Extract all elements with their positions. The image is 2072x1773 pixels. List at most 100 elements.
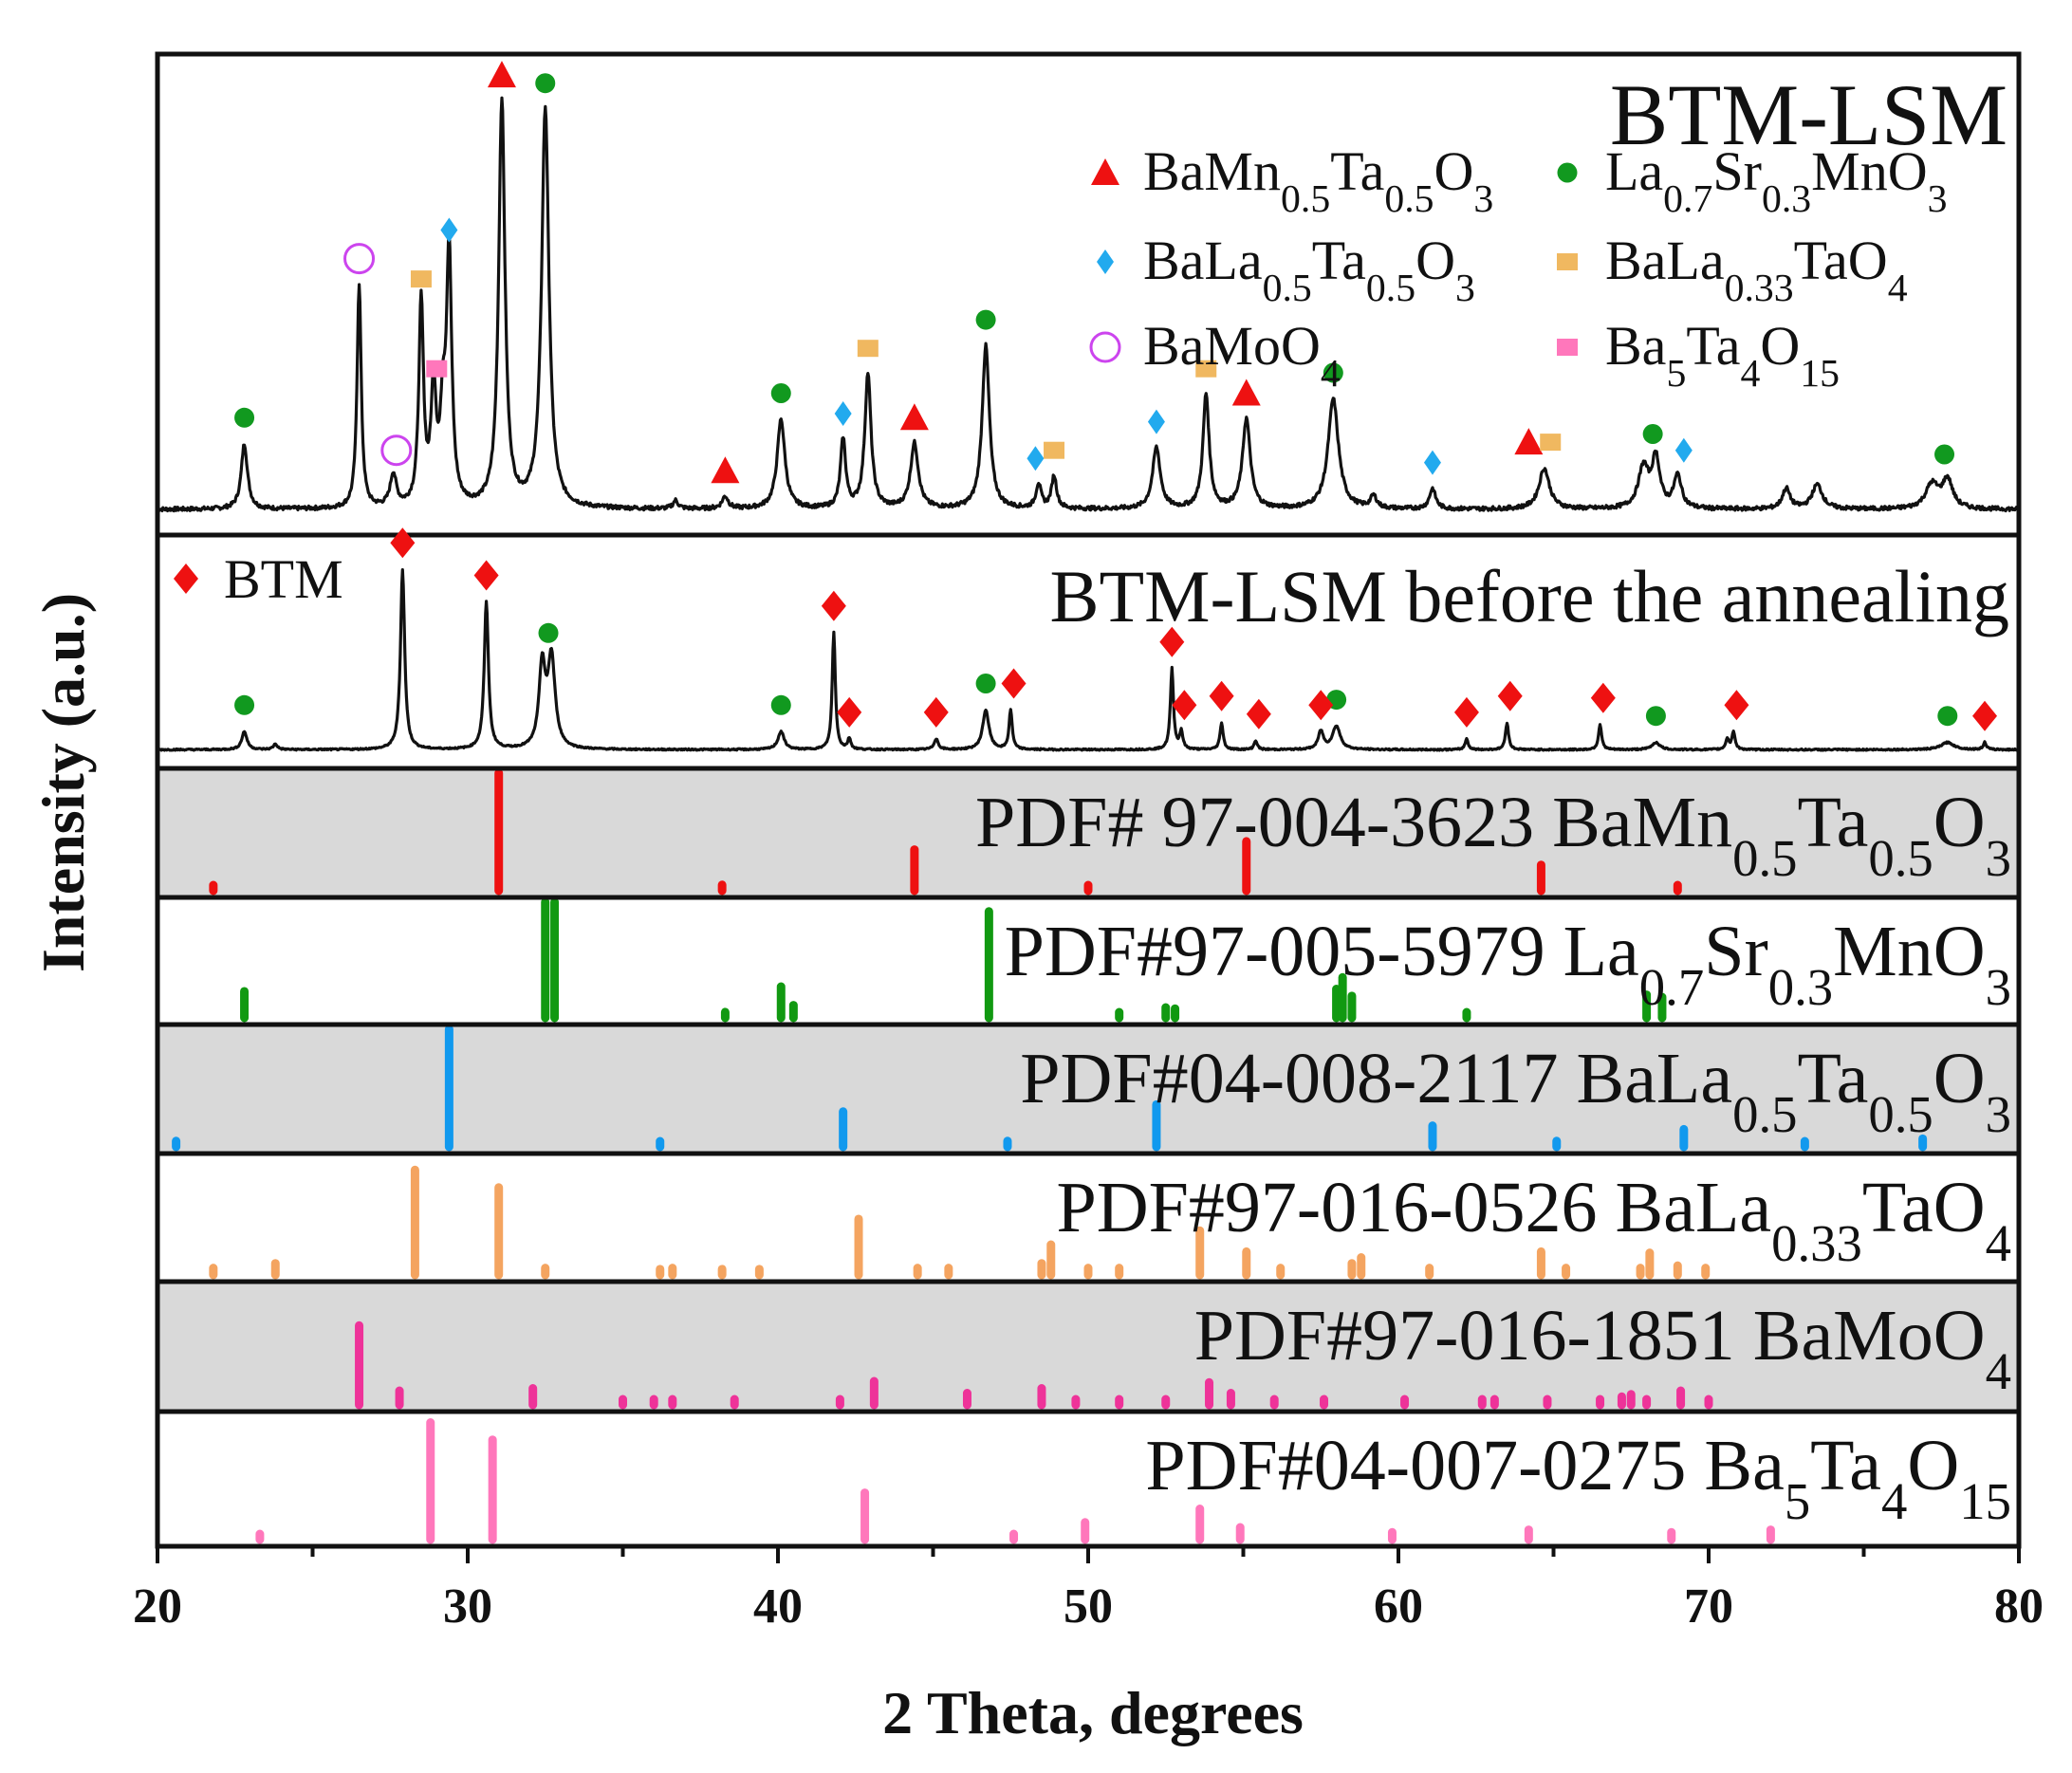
panel-titles-group: PDF# 97-004-3623 BaMn0.5Ta0.5O3PDF#97-00… (975, 66, 2011, 1530)
marker-BaMn0.5Ta0.5O3 (487, 61, 516, 88)
legend-label-part: Ta (1686, 315, 1740, 377)
legend-label-part: 3 (1928, 177, 1948, 221)
marker-BTM (923, 696, 949, 728)
marker-BaMn0.5Ta0.5O3 (711, 456, 740, 484)
panel-title-pdf-97-016-1851-part: PDF#97-016-1851 BaMoO (1194, 1296, 1986, 1376)
marker-BTM (1172, 690, 1197, 721)
panel-title-pdf-04-007-0275-part: 4 (1881, 1472, 1907, 1530)
panel-title-pdf-04-008-2117-part: 3 (1986, 1085, 2011, 1143)
marker-BaLa0.33TaO4 (1195, 360, 1217, 378)
legend-label-part: 4 (1888, 267, 1908, 310)
marker-BTM (1001, 668, 1027, 699)
marker-BTM (1497, 680, 1523, 711)
panel-title-pdf-97-004-3623-part: 0.5 (1868, 829, 1933, 887)
legend-label-part: 5 (1666, 352, 1686, 396)
panel-title-pdf-97-004-3623-part: Ta (1797, 783, 1868, 862)
marker-BaLa0.5Ta0.5O3 (1674, 437, 1693, 463)
panel-title-pdf-97-016-0526-part: 0.33 (1771, 1214, 1862, 1272)
panel-title-pdf-97-004-3623: PDF# 97-004-3623 BaMn0.5Ta0.5O3 (975, 783, 2011, 887)
y-axis-label: Intensity (a.u.) (29, 593, 97, 972)
legend-label-part: 4 (1321, 352, 1341, 396)
marker-BTM (390, 527, 416, 559)
panel-title-pdf-04-008-2117-part: O (1933, 1039, 1986, 1118)
legend-label-part: Ta (1330, 140, 1384, 202)
marker-La0.7Sr0.3MnO3 (1645, 706, 1666, 727)
x-tick-label: 40 (753, 1579, 803, 1634)
panel-btm-lsm-before (157, 567, 2020, 752)
panel-title-pdf-97-016-0526: PDF#97-016-0526 BaLa0.33TaO4 (1057, 1168, 2011, 1272)
panel-pdf-04-008-2117 (157, 1025, 2019, 1154)
x-tick-label: 60 (1374, 1579, 1423, 1634)
legend-label-part: 0.5 (1281, 177, 1330, 221)
panel-title-pdf-04-008-2117: PDF#04-008-2117 BaLa0.5Ta0.5O3 (1020, 1039, 2011, 1143)
legend-label-part: BaLa (1605, 230, 1725, 291)
legend-label: BaMn0.5Ta0.5O3 (1143, 140, 1493, 221)
panel-title-pdf-97-005-5979-part: 0.3 (1768, 958, 1833, 1016)
legend-label: La0.7Sr0.3MnO3 (1605, 140, 1947, 221)
panel-title-pdf-04-007-0275-part: PDF#04-007-0275 Ba (1145, 1426, 1784, 1505)
marker-BTM (1724, 690, 1749, 721)
panel-title-pdf-97-005-5979-part: PDF#97-005-5979 La (1005, 912, 1639, 991)
pattern-line-btm-lsm-before (157, 567, 2020, 752)
legend-label-part: TaO (1794, 230, 1888, 291)
legend-label-part: BaMoO (1143, 315, 1321, 377)
legend-label-part: 3 (1455, 267, 1475, 310)
legend-marker (1557, 253, 1578, 270)
panel-title-btm-lsm: BTM-LSM (1610, 66, 2007, 163)
marker-La0.7Sr0.3MnO3 (234, 694, 255, 715)
marker-BaLa0.5Ta0.5O3 (834, 401, 852, 426)
legend-label-btm: BTM (224, 548, 343, 610)
panel-title-pdf-97-004-3623-part: O (1933, 783, 1986, 862)
marker-La0.7Sr0.3MnO3 (975, 309, 996, 330)
panel-pdf-97-004-3623 (157, 768, 2019, 897)
panel-title-pdf-97-005-5979-part: 3 (1986, 958, 2011, 1016)
legend-label-part: BaMn (1143, 140, 1281, 202)
panel-pdf-97-016-0526 (209, 1165, 1711, 1280)
marker-La0.7Sr0.3MnO3 (1642, 424, 1663, 444)
legend-label-part: Ta (1312, 230, 1366, 291)
legend-marker (1097, 249, 1114, 274)
legend-label-part: O (1415, 230, 1455, 291)
x-tick-label: 30 (443, 1579, 492, 1634)
panel-title-pdf-97-016-0526-part: 4 (1986, 1214, 2011, 1272)
panel-shading (157, 768, 2019, 897)
marker-BaLa0.33TaO4 (1044, 441, 1065, 459)
marker-La0.7Sr0.3MnO3 (234, 407, 255, 428)
panel-title-pdf-04-007-0275-part: 5 (1785, 1472, 1810, 1530)
legend-label: BaMoO4 (1143, 315, 1341, 396)
panel-title-pdf-97-016-1851: PDF#97-016-1851 BaMoO4 (1194, 1296, 2011, 1400)
marker-BTM (821, 590, 846, 621)
legend-label-part: O (1760, 315, 1800, 377)
panel-title-pdf-97-005-5979: PDF#97-005-5979 La0.7Sr0.3MnO3 (1005, 912, 2011, 1016)
panel-pdf-97-016-1851 (157, 1282, 2019, 1412)
legend-label-part: O (1434, 140, 1474, 202)
panel-title-btm-lsm-before: BTM-LSM before the annealing (1049, 555, 2009, 637)
marker-BaMn0.5Ta0.5O3 (1514, 428, 1544, 455)
marker-La0.7Sr0.3MnO3 (538, 622, 559, 643)
marker-BTM (1590, 682, 1616, 713)
legend-marker (1557, 339, 1578, 356)
marker-BTM (1159, 626, 1185, 657)
panels-group (155, 51, 2022, 1549)
panel-title-pdf-97-004-3623-part: PDF# 97-004-3623 BaMn (975, 783, 1732, 862)
legend-label-part: 15 (1800, 352, 1840, 396)
panel-title-pdf-97-004-3623-part: 0.5 (1732, 829, 1797, 887)
marker-BaMoO4 (380, 434, 413, 467)
marker-La0.7Sr0.3MnO3 (1934, 444, 1955, 465)
panel-title-pdf-97-016-0526-part: TaO (1862, 1168, 1986, 1247)
panel-title-pdf-04-007-0275: PDF#04-007-0275 Ba5Ta4O15 (1145, 1426, 2011, 1530)
panel-title-pdf-04-008-2117-part: PDF#04-008-2117 BaLa (1020, 1039, 1732, 1118)
panel-title-pdf-97-005-5979-part: Sr (1704, 912, 1768, 991)
legend-label-part: 0.33 (1725, 267, 1794, 310)
marker-BaLa0.5Ta0.5O3 (1027, 446, 1045, 471)
x-axis-label: 2 Theta, degrees (882, 1679, 1304, 1746)
legend-label-part: 0.5 (1384, 177, 1434, 221)
marker-BaMoO4 (343, 243, 376, 275)
panel-title-pdf-04-008-2117-part: Ta (1797, 1039, 1868, 1118)
marker-La0.7Sr0.3MnO3 (975, 674, 996, 693)
marker-La0.7Sr0.3MnO3 (770, 383, 791, 403)
legend: BaMn0.5Ta0.5O3 La0.7Sr0.3MnO3BaLa0.5Ta0.5… (174, 140, 1947, 610)
marker-BTM (837, 696, 862, 728)
marker-La0.7Sr0.3MnO3 (770, 694, 791, 715)
marker-BTM (473, 560, 499, 591)
